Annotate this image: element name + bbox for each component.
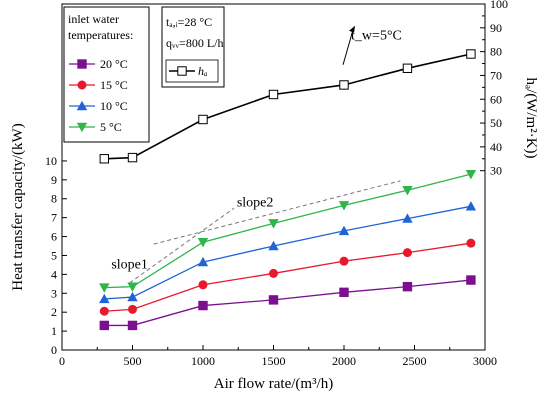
x-tick-label: 1500 xyxy=(262,354,286,368)
annotation-tw: t_w=5°C xyxy=(351,29,402,44)
y2-tick-label: 50 xyxy=(490,116,502,130)
data-point xyxy=(99,283,110,293)
data-point xyxy=(99,293,110,304)
legend-marker xyxy=(77,80,87,90)
series-0 xyxy=(99,275,476,331)
x-tick-label: 3000 xyxy=(473,354,497,368)
data-point xyxy=(466,275,476,285)
data-point xyxy=(198,300,208,311)
axes: 0 500 1000 1500 2000 2500 3000 0 1 2 3 4 5 6 7 8 9 10 30 40… xyxy=(10,0,539,392)
series-group xyxy=(99,49,477,331)
data-point xyxy=(128,304,137,314)
legend-label-ha: hₐ xyxy=(198,64,208,78)
data-point xyxy=(127,282,138,292)
annotation-slope2: slope2 xyxy=(237,195,274,210)
data-point xyxy=(466,49,476,59)
slope-line-2 xyxy=(153,180,401,245)
y-tick-label: 8 xyxy=(51,192,57,206)
annotation-arrow xyxy=(342,29,354,65)
series-line xyxy=(104,242,471,312)
slope-line-1 xyxy=(129,207,235,284)
x-tick-label: 500 xyxy=(124,354,142,368)
legend-label: 5 °C xyxy=(100,120,122,134)
data-point xyxy=(268,295,279,305)
data-point xyxy=(268,89,279,100)
data-point xyxy=(99,306,109,316)
series-3 xyxy=(99,169,477,293)
y-tick-label: 0 xyxy=(51,343,57,357)
data-point xyxy=(99,154,109,164)
legend-label: 20 °C xyxy=(100,57,128,71)
data-point xyxy=(268,219,279,229)
data-point xyxy=(197,256,209,267)
series-line xyxy=(104,279,471,327)
legend-marker-ha xyxy=(177,66,187,76)
legend-marker xyxy=(76,122,88,133)
legend-marker xyxy=(77,59,87,69)
y-tick-label: 9 xyxy=(51,173,57,187)
y2-tick-label: 30 xyxy=(490,164,502,178)
data-point xyxy=(338,201,350,211)
legend-title: inlet water temperatures: xyxy=(68,12,133,42)
y-axis-title: Heat transfer capacity/(kW) xyxy=(10,123,26,290)
data-point xyxy=(197,238,209,248)
data-point xyxy=(465,201,477,211)
x-tick-label: 2500 xyxy=(403,354,427,368)
data-point xyxy=(268,240,279,251)
data-point xyxy=(339,256,349,266)
y2-tick-label: 60 xyxy=(490,92,502,106)
data-point xyxy=(402,186,413,196)
legend-label: 10 °C xyxy=(100,99,128,113)
annotation-slope1: slope1 xyxy=(111,258,148,273)
data-point xyxy=(466,238,476,248)
y2-tick-label: 90 xyxy=(490,21,502,35)
data-point xyxy=(402,63,413,73)
y2-tick-label: 80 xyxy=(490,45,502,59)
data-point xyxy=(339,80,349,90)
x-tick-label: 2000 xyxy=(332,354,356,368)
series-2 xyxy=(99,201,477,304)
data-point xyxy=(127,291,138,302)
data-point xyxy=(402,213,413,223)
x-axis-title: Air flow rate/(m³/h) xyxy=(214,376,333,392)
condition-qvw: qᵥᵥ=800 L/h xyxy=(166,36,224,50)
data-point xyxy=(269,268,278,278)
data-point xyxy=(99,320,109,331)
data-point xyxy=(402,248,412,258)
legend-label: 15 °C xyxy=(100,78,128,92)
data-point xyxy=(339,287,349,298)
y-tick-label: 6 xyxy=(51,230,57,244)
y-tick-label: 7 xyxy=(51,211,57,225)
annotations: slope1 slope2 t_w=5°C xyxy=(111,25,402,284)
y-tick-label: 1 xyxy=(51,324,57,338)
y2-tick-label: 100 xyxy=(490,0,508,11)
x-tick-label: 0 xyxy=(59,354,65,368)
y-tick-label: 2 xyxy=(51,305,57,319)
data-point xyxy=(198,114,208,125)
series-1 xyxy=(99,238,476,316)
y2-tick-label: 70 xyxy=(490,68,502,82)
data-point xyxy=(127,152,138,163)
data-point xyxy=(465,169,477,180)
y2-tick-label: 40 xyxy=(490,140,502,154)
y-tick-label: 10 xyxy=(45,154,57,168)
y-tick-label: 3 xyxy=(51,286,57,300)
series-4 xyxy=(99,49,476,164)
data-point xyxy=(198,280,208,290)
legend: inlet water temperatures: 20 °C 15 °C 10 °C 5… xyxy=(63,6,225,143)
y-tick-label: 4 xyxy=(51,267,57,281)
y-tick-label: 5 xyxy=(51,248,57,262)
legend-box xyxy=(63,6,150,143)
data-point xyxy=(338,225,350,236)
series-line xyxy=(104,53,472,160)
data-point xyxy=(402,281,413,292)
condition-ta: tₐ,ᵢ=28 °C xyxy=(166,15,212,29)
legend-marker xyxy=(76,100,88,111)
arrow-head xyxy=(349,25,356,33)
data-point xyxy=(127,320,138,331)
y2-axis-title: hₐ/(W/m²·K)) xyxy=(523,77,539,158)
x-tick-label: 1000 xyxy=(191,354,215,368)
